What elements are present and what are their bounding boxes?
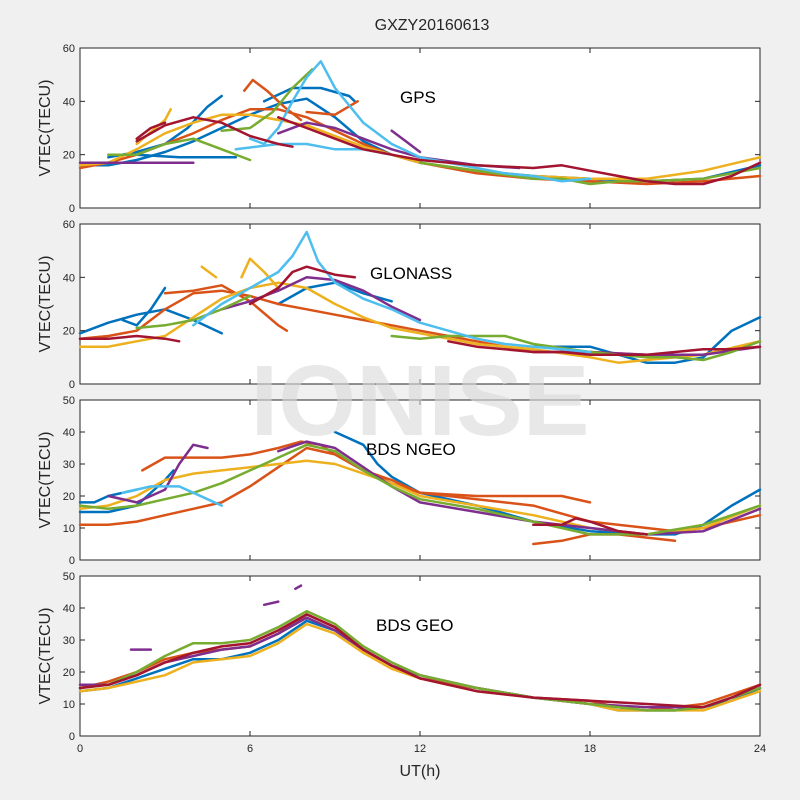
- y-tick-label: 0: [69, 203, 75, 215]
- x-tick-label: 6: [247, 743, 253, 755]
- series-line-green-12: [107, 137, 252, 162]
- panel-label: BDS NGEO: [366, 440, 456, 459]
- panel-2: 0 10 20 30 40 50 BDS NGEO VTEC(TECU): [37, 395, 762, 567]
- watermark-text: IONISE: [251, 345, 590, 457]
- panel-label: GPS: [400, 88, 436, 107]
- y-axis-label: VTEC(TECU): [37, 256, 54, 353]
- series-line-green-13: [220, 68, 314, 132]
- series-line-cyan-13: [192, 230, 592, 354]
- y-tick-label: 10: [63, 523, 75, 535]
- y-tick-label: 60: [63, 43, 75, 55]
- y-tick-label: 40: [63, 96, 75, 108]
- series-line-red-14: [78, 334, 181, 343]
- series-line-purple-5: [262, 600, 280, 607]
- series-line-green-14: [418, 161, 762, 186]
- y-tick-label: 40: [63, 427, 75, 439]
- y-tick-label: 20: [63, 667, 75, 679]
- series-line-yellow-8: [240, 257, 280, 290]
- series-line-red-11: [532, 517, 648, 536]
- series-line-blue-3: [135, 153, 238, 159]
- panel-1: 0 20 40 60 GLONASS VTEC(TECU): [37, 219, 762, 391]
- y-axis-label: VTEC(TECU): [37, 432, 54, 529]
- series-group: [78, 430, 762, 546]
- panels-group: 0204060GPSVTEC(TECU)0204060GLONASSVTEC(T…: [37, 43, 766, 755]
- series-line-cyan-15: [248, 60, 592, 183]
- series-line-blue-2: [262, 86, 357, 103]
- y-tick-label: 20: [63, 491, 75, 503]
- panel-label: GLONASS: [370, 264, 452, 283]
- series-line-red-16: [447, 340, 762, 356]
- y-tick-label: 0: [69, 555, 75, 567]
- y-tick-label: 60: [63, 219, 75, 231]
- series-line-red-8: [78, 613, 762, 709]
- series-line-orange-5: [243, 78, 303, 122]
- x-tick-label: 0: [77, 743, 83, 755]
- series-line-yellow-7: [200, 265, 218, 279]
- series-line-red-18: [135, 121, 167, 140]
- series-line-purple-9: [220, 276, 422, 322]
- series-group: [78, 584, 762, 712]
- y-axis-label: VTEC(TECU): [37, 608, 54, 705]
- panel-0: 0 20 40 60 GPS VTEC(TECU): [37, 43, 762, 215]
- y-tick-label: 30: [63, 459, 75, 471]
- series-line-purple-6: [294, 584, 303, 591]
- series-line-purple-11: [390, 129, 422, 154]
- x-tick-label: 18: [584, 743, 596, 755]
- figure-title: GXZY20160613: [375, 17, 490, 34]
- x-axis-label: UT(h): [400, 763, 441, 780]
- series-line-red-15: [248, 265, 357, 306]
- series-line-blue-3: [532, 316, 762, 364]
- panel-3: 0 6 12 18 24 0 10 20 30 40 50 BDS GEO VTEC(TECU): [37, 571, 766, 755]
- y-tick-label: 20: [63, 150, 75, 162]
- series-line-green-9: [78, 443, 762, 536]
- panel-label: BDS GEO: [376, 616, 453, 635]
- y-tick-label: 0: [69, 731, 75, 743]
- y-tick-label: 30: [63, 635, 75, 647]
- series-line-purple-7: [107, 443, 209, 504]
- y-axis-label: VTEC(TECU): [37, 80, 54, 177]
- series-line-cyan-10: [121, 485, 223, 507]
- x-tick-label: 24: [754, 743, 766, 755]
- series-group: [78, 230, 762, 364]
- y-tick-label: 20: [63, 326, 75, 338]
- series-line-green-11: [135, 294, 252, 330]
- series-line-yellow-6: [78, 281, 762, 364]
- x-tick-label: 12: [414, 743, 426, 755]
- y-tick-label: 40: [63, 603, 75, 615]
- y-tick-label: 50: [63, 571, 75, 583]
- y-tick-label: 0: [69, 379, 75, 391]
- series-line-red-17: [135, 116, 294, 148]
- series-line-red-19: [277, 116, 762, 186]
- series-line-green-7: [78, 609, 762, 712]
- y-tick-label: 40: [63, 272, 75, 284]
- series-group: [78, 60, 762, 186]
- series-line-blue-1: [121, 286, 167, 327]
- y-tick-label: 50: [63, 395, 75, 407]
- y-tick-label: 10: [63, 699, 75, 711]
